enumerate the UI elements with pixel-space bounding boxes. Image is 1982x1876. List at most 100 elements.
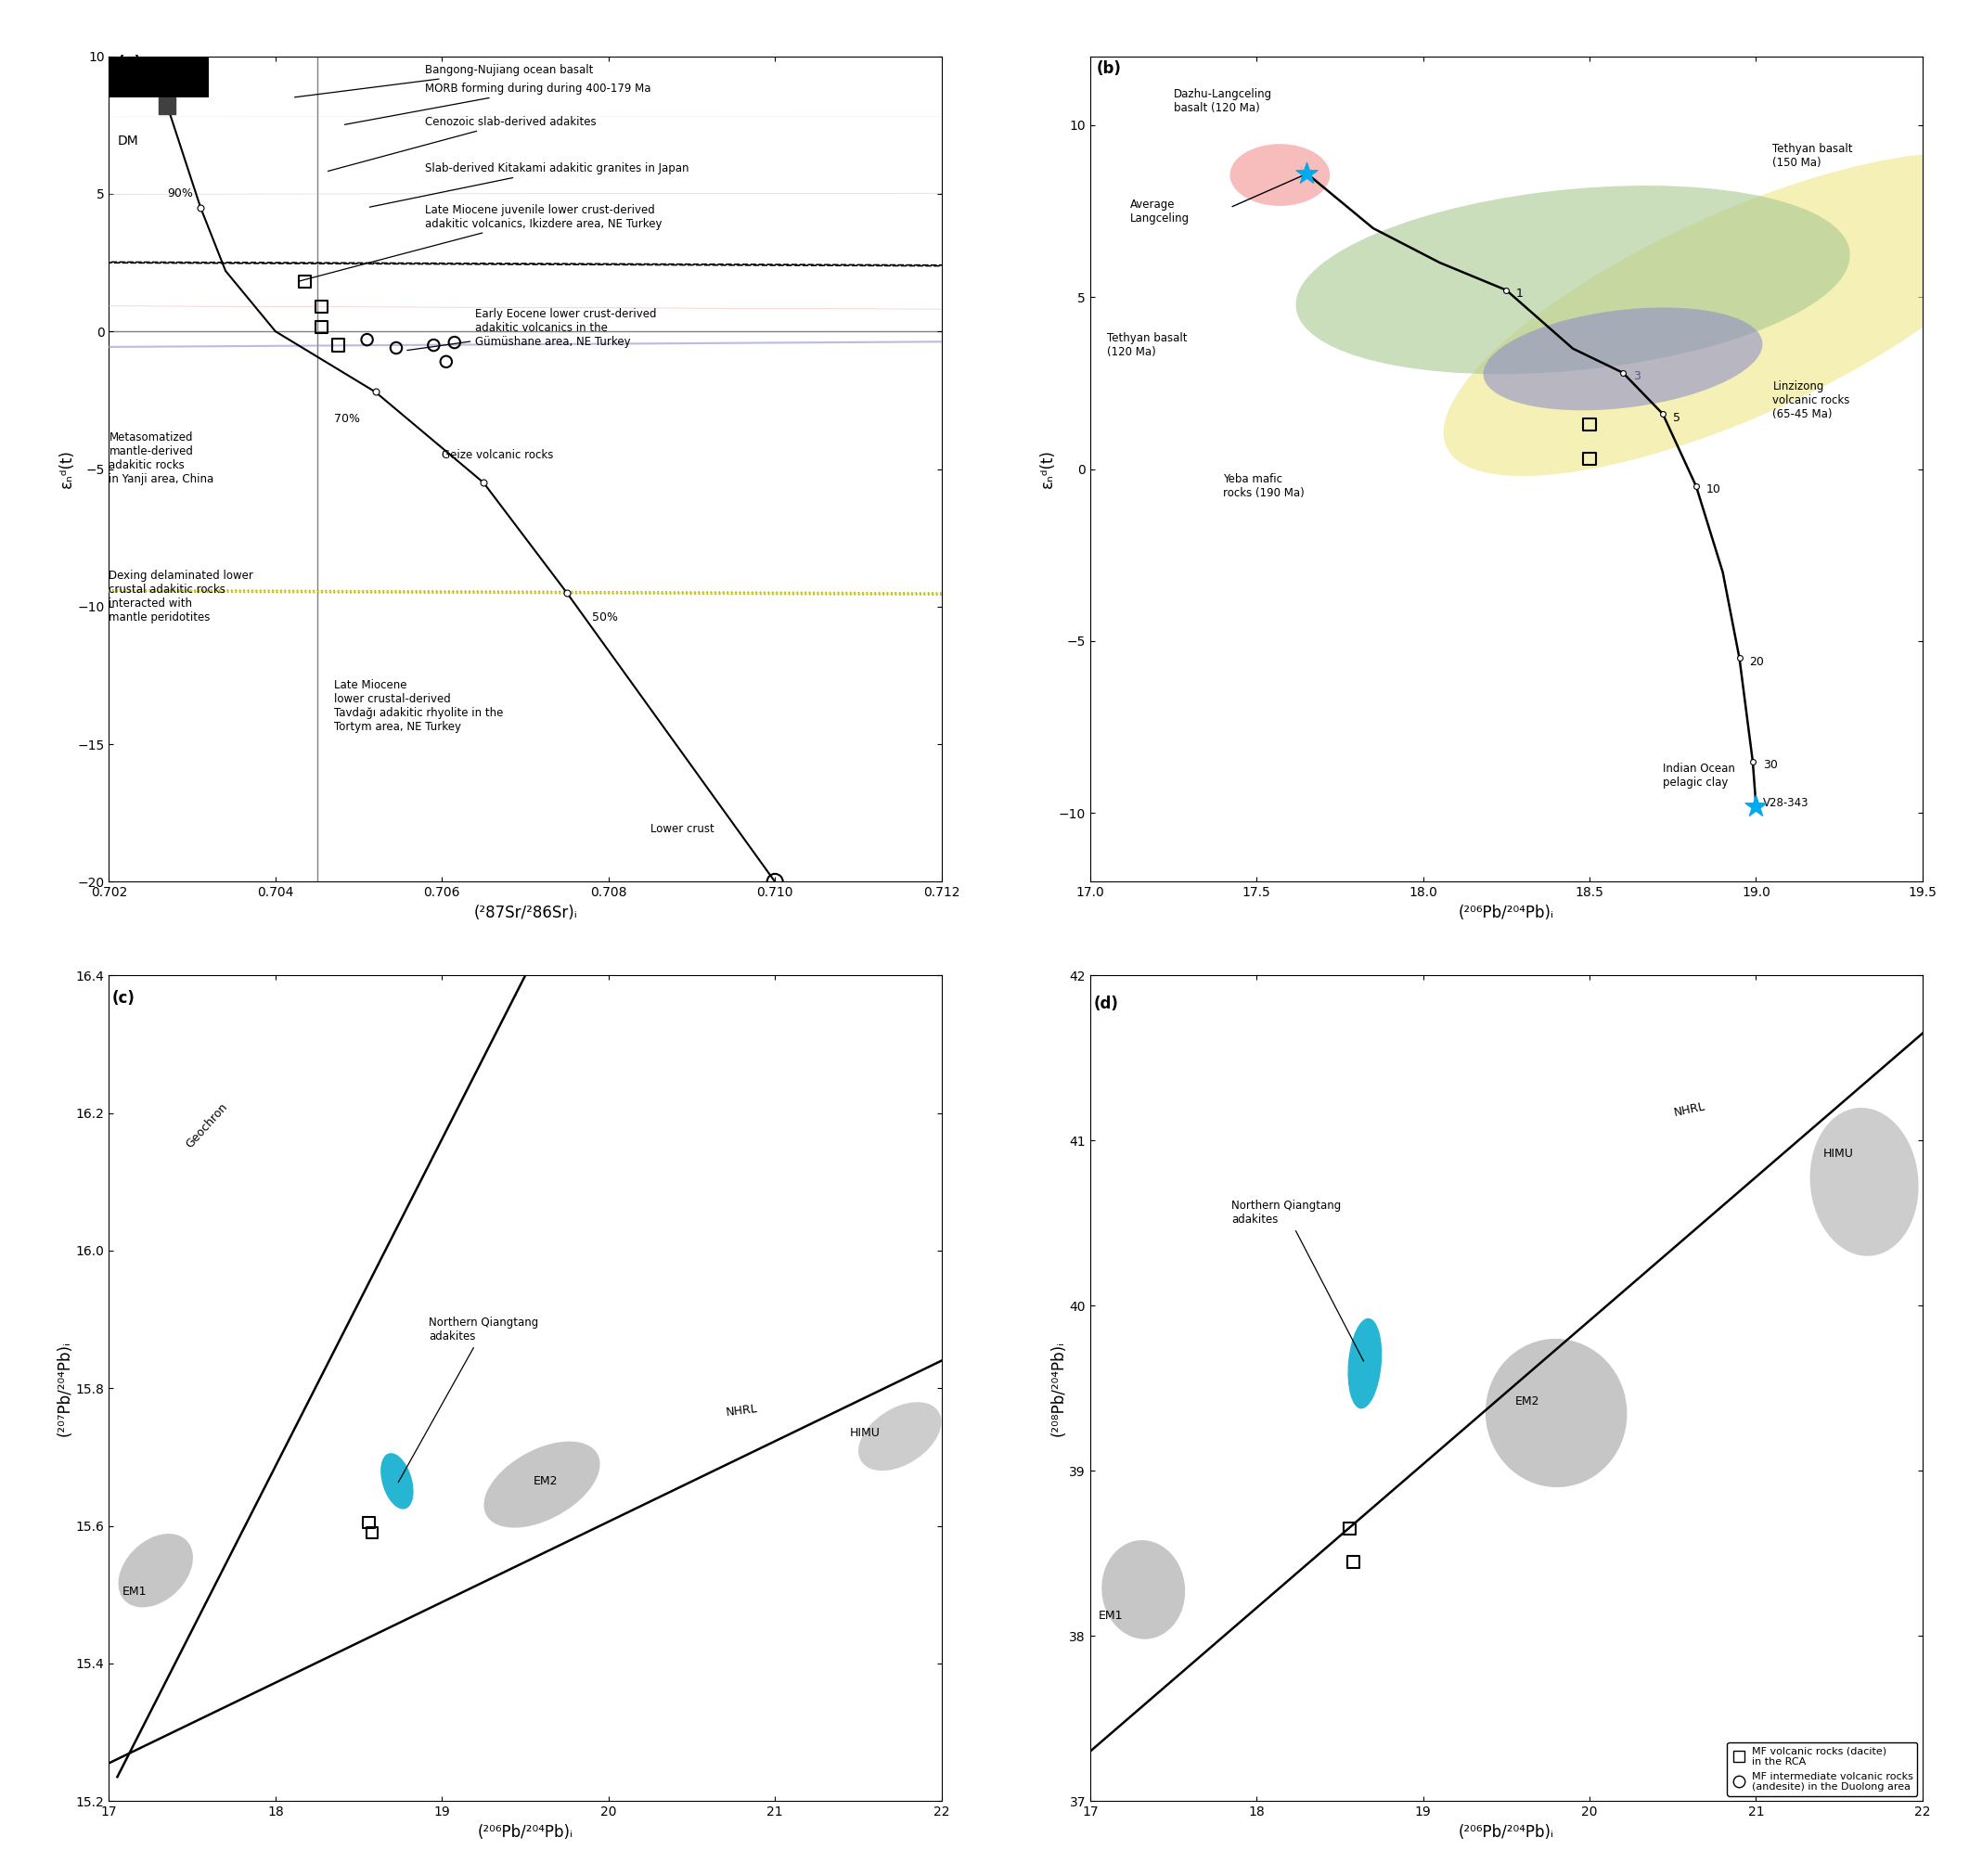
Ellipse shape bbox=[0, 128, 1982, 261]
Text: (c): (c) bbox=[113, 991, 135, 1007]
Point bbox=[1334, 1514, 1366, 1544]
Point bbox=[1740, 792, 1772, 822]
Text: 5: 5 bbox=[1673, 411, 1681, 424]
Text: EM1: EM1 bbox=[123, 1585, 147, 1596]
Y-axis label: εₙᵈ(t): εₙᵈ(t) bbox=[1039, 450, 1056, 488]
Point bbox=[1338, 1546, 1370, 1576]
Point bbox=[551, 578, 583, 608]
X-axis label: (²⁰⁶Pb/²⁰⁴Pb)ᵢ: (²⁰⁶Pb/²⁰⁴Pb)ᵢ bbox=[1459, 904, 1554, 921]
Ellipse shape bbox=[484, 1441, 601, 1527]
Ellipse shape bbox=[1348, 1319, 1381, 1409]
Y-axis label: (²⁰⁸Pb/²⁰⁴Pb)ᵢ: (²⁰⁸Pb/²⁰⁴Pb)ᵢ bbox=[1050, 1339, 1066, 1437]
Text: 20: 20 bbox=[1750, 657, 1764, 668]
Text: Bangong-Nujiang ocean basalt: Bangong-Nujiang ocean basalt bbox=[295, 64, 595, 98]
Text: Yeba mafic
rocks (190 Ma): Yeba mafic rocks (190 Ma) bbox=[1223, 473, 1304, 499]
Point bbox=[305, 291, 337, 321]
Ellipse shape bbox=[1485, 1339, 1627, 1488]
Text: Metasomatized
mantle-derived
adakitic rocks
in Yanji area, China: Metasomatized mantle-derived adakitic ro… bbox=[109, 431, 214, 486]
X-axis label: (²⁰⁶Pb/²⁰⁴Pb)ᵢ: (²⁰⁶Pb/²⁰⁴Pb)ᵢ bbox=[478, 1823, 573, 1840]
Point bbox=[418, 330, 450, 360]
Text: Slab-derived Kitakami adakitic granites in Japan: Slab-derived Kitakami adakitic granites … bbox=[369, 163, 690, 206]
Text: EM1: EM1 bbox=[1098, 1610, 1124, 1623]
Point bbox=[1736, 747, 1768, 777]
Text: MORB forming during during 400-179 Ma: MORB forming during during 400-179 Ma bbox=[345, 83, 652, 124]
Ellipse shape bbox=[1483, 308, 1762, 411]
Ellipse shape bbox=[1810, 1107, 1919, 1257]
Point bbox=[1290, 158, 1322, 188]
Point bbox=[323, 330, 355, 360]
Text: EM2: EM2 bbox=[533, 1475, 559, 1488]
Text: Lower crust: Lower crust bbox=[650, 824, 714, 835]
Ellipse shape bbox=[858, 1401, 941, 1471]
Text: 10: 10 bbox=[1707, 484, 1720, 495]
Point bbox=[184, 193, 216, 223]
Text: Indian Ocean
pelagic clay: Indian Ocean pelagic clay bbox=[1663, 762, 1734, 788]
Y-axis label: (²⁰⁷Pb/²⁰⁴Pb)ᵢ: (²⁰⁷Pb/²⁰⁴Pb)ᵢ bbox=[57, 1341, 73, 1435]
Text: HIMU: HIMU bbox=[850, 1428, 880, 1439]
Point bbox=[289, 266, 321, 296]
Point bbox=[438, 328, 470, 358]
Text: Tethyan basalt
(120 Ma): Tethyan basalt (120 Ma) bbox=[1106, 332, 1187, 358]
Ellipse shape bbox=[0, 60, 1982, 173]
Ellipse shape bbox=[0, 544, 1982, 642]
Text: 70%: 70% bbox=[333, 413, 361, 426]
Point bbox=[151, 90, 182, 120]
Text: NHRL: NHRL bbox=[725, 1403, 759, 1418]
Ellipse shape bbox=[1443, 152, 1982, 477]
Text: 30: 30 bbox=[1762, 760, 1778, 771]
Text: V28-343: V28-343 bbox=[1762, 797, 1810, 809]
Text: Average
Langceling: Average Langceling bbox=[1130, 199, 1189, 223]
Ellipse shape bbox=[1296, 186, 1849, 373]
Text: Dazhu-Langceling
basalt (120 Ma): Dazhu-Langceling basalt (120 Ma) bbox=[1173, 88, 1272, 114]
Y-axis label: εₙᵈ(t): εₙᵈ(t) bbox=[57, 450, 75, 488]
Text: DM: DM bbox=[117, 133, 139, 146]
Bar bbox=[109, 56, 208, 98]
Text: (a): (a) bbox=[117, 54, 141, 71]
Text: Tethyan basalt
(150 Ma): Tethyan basalt (150 Ma) bbox=[1772, 143, 1853, 169]
Text: Late Miocene juvenile lower crust-derived
adakitic volcanics, Ikizdere area, NE : Late Miocene juvenile lower crust-derive… bbox=[299, 204, 662, 281]
Point bbox=[1724, 643, 1756, 673]
Text: Late Miocene
lower crustal-derived
Tavdağı adakitic rhyolite in the
Tortym area,: Late Miocene lower crustal-derived Tavda… bbox=[333, 679, 503, 734]
Ellipse shape bbox=[0, 251, 1982, 362]
Text: (b): (b) bbox=[1096, 60, 1122, 77]
Point bbox=[1490, 276, 1522, 306]
Text: 3: 3 bbox=[1633, 370, 1641, 383]
X-axis label: (²⁰⁶Pb/²⁰⁴Pb)ᵢ: (²⁰⁶Pb/²⁰⁴Pb)ᵢ bbox=[1459, 1823, 1554, 1840]
Ellipse shape bbox=[1102, 1540, 1185, 1640]
Text: 50%: 50% bbox=[593, 612, 618, 623]
Point bbox=[1681, 471, 1712, 501]
Point bbox=[351, 325, 383, 355]
Ellipse shape bbox=[119, 1535, 192, 1608]
Point bbox=[468, 467, 499, 497]
Text: HIMU: HIMU bbox=[1823, 1148, 1853, 1159]
Text: NHRL: NHRL bbox=[1673, 1099, 1707, 1118]
Point bbox=[353, 1506, 385, 1536]
Text: (d): (d) bbox=[1094, 996, 1118, 1013]
Point bbox=[1574, 409, 1605, 439]
Text: Geochron: Geochron bbox=[184, 1101, 230, 1150]
Text: EM2: EM2 bbox=[1514, 1396, 1540, 1407]
Text: 90%: 90% bbox=[166, 188, 192, 199]
Text: Dexing delaminated lower
crustal adakitic rocks
interacted with
mantle peridotit: Dexing delaminated lower crustal adakiti… bbox=[109, 568, 254, 623]
Point bbox=[359, 377, 390, 407]
Text: Geize volcanic rocks: Geize volcanic rocks bbox=[442, 448, 553, 461]
X-axis label: (²87Sr/²86Sr)ᵢ: (²87Sr/²86Sr)ᵢ bbox=[474, 904, 577, 921]
Point bbox=[1647, 400, 1679, 430]
Text: Northern Qiangtang
adakites: Northern Qiangtang adakites bbox=[398, 1317, 539, 1482]
Ellipse shape bbox=[0, 283, 1982, 407]
Legend: MF volcanic rocks (dacite)
in the RCA, MF intermediate volcanic rocks
(andesite): MF volcanic rocks (dacite) in the RCA, M… bbox=[1726, 1743, 1917, 1795]
Text: 1: 1 bbox=[1516, 287, 1524, 300]
Point bbox=[430, 347, 462, 377]
Point bbox=[381, 332, 412, 362]
Ellipse shape bbox=[1231, 144, 1330, 206]
Text: Northern Qiangtang
adakites: Northern Qiangtang adakites bbox=[1231, 1201, 1364, 1362]
Point bbox=[759, 867, 791, 897]
Point bbox=[357, 1518, 388, 1548]
Text: Cenozoic slab-derived adakites: Cenozoic slab-derived adakites bbox=[327, 116, 597, 171]
Point bbox=[1574, 443, 1605, 473]
Point bbox=[305, 311, 337, 341]
Ellipse shape bbox=[381, 1454, 414, 1508]
Text: Linzizong
volcanic rocks
(65-45 Ma): Linzizong volcanic rocks (65-45 Ma) bbox=[1772, 381, 1849, 420]
Point bbox=[1607, 358, 1639, 388]
Text: Early Eocene lower crust-derived
adakitic volcanics in the
Gümüshane area, NE Tu: Early Eocene lower crust-derived adakiti… bbox=[406, 308, 656, 351]
